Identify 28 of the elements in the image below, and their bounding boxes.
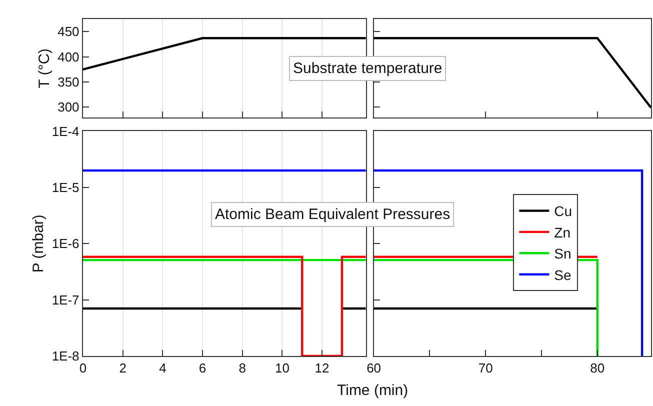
legend-label: Sn bbox=[554, 246, 572, 262]
legend-label: Cu bbox=[554, 203, 572, 220]
y-tick-label: 300 bbox=[58, 100, 80, 115]
x-tick-label: 80 bbox=[590, 360, 605, 376]
y-axis-title: P (mbar) bbox=[30, 214, 48, 273]
x-tick-label: 12 bbox=[314, 360, 330, 376]
legend-label: Zn bbox=[554, 224, 571, 240]
annotation: Substrate temperature bbox=[293, 60, 442, 77]
y-tick-label: 1E-8 bbox=[52, 348, 80, 364]
y-tick-label: 350 bbox=[58, 74, 80, 90]
y-axis-title: T (°C) bbox=[36, 48, 53, 88]
x-tick-label: 70 bbox=[478, 360, 493, 376]
x-tick-label: 60 bbox=[366, 360, 382, 376]
y-tick-label: 450 bbox=[58, 24, 80, 40]
annotation: Atomic Beam Equivalent Pressures bbox=[215, 206, 450, 223]
x-axis-title: Time (min) bbox=[337, 382, 408, 399]
y-tick-label: 1E-5 bbox=[52, 180, 80, 195]
x-tick-label: 4 bbox=[159, 360, 166, 376]
x-tick-label: 8 bbox=[238, 360, 246, 376]
legend-label: Se bbox=[554, 266, 572, 283]
y-tick-label: 1E-7 bbox=[52, 292, 80, 308]
x-tick-label: 6 bbox=[198, 360, 206, 376]
y-tick-label: 400 bbox=[58, 49, 80, 64]
y-tick-label: 1E-4 bbox=[52, 124, 80, 139]
x-tick-label: 10 bbox=[274, 360, 290, 376]
x-tick-label: 0 bbox=[79, 360, 87, 376]
x-tick-label: 2 bbox=[119, 360, 126, 376]
y-tick-label: 1E-6 bbox=[52, 236, 80, 252]
